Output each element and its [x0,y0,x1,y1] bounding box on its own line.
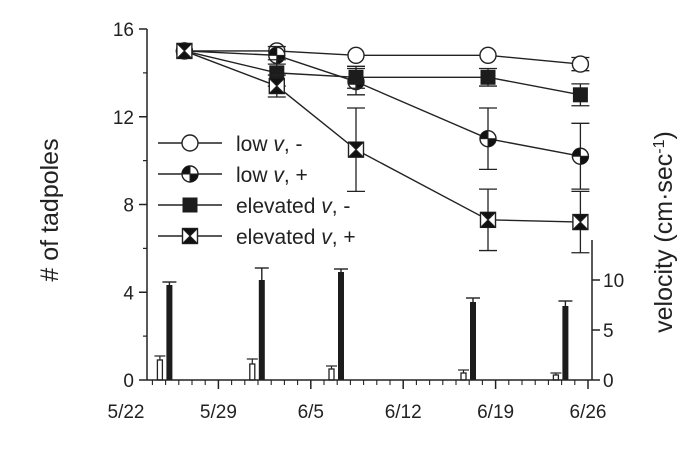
y-tick-label: 16 [113,20,134,41]
y2-tick-label: 0 [603,371,614,392]
y2-axis-title: velocity (cm·sec-1) [650,131,678,333]
y2-tick-label: 5 [603,321,614,342]
series-layer [175,42,590,254]
x-tick-label: 5/22 [108,402,145,423]
y-tick-label: 12 [113,108,134,129]
data-point [572,87,588,103]
data-point [347,46,365,65]
bars-layer [154,267,573,381]
x-tick-label: 6/5 [298,402,324,423]
legend-entry: elevated v, - [158,195,350,218]
legend-marker [181,227,199,245]
y-tick-label: 8 [123,196,134,217]
velocity-bar-low [156,359,164,381]
y-tick-label: 0 [123,371,134,392]
velocity-bar-elevated [338,272,344,380]
legend-label: low v, + [236,164,308,187]
velocity-bar-low [249,363,256,381]
data-point [571,55,590,73]
data-point [479,129,497,148]
velocity-bar-elevated [258,280,265,380]
velocity-bar-elevated [562,306,569,380]
data-point [348,69,364,85]
legend-label: low v, - [236,133,303,156]
legend-label: elevated v, + [236,226,356,249]
data-point [479,46,497,65]
y-tick-label: 4 [123,283,134,304]
velocity-bar-low [328,368,335,381]
x-tick-label: 5/29 [200,402,237,423]
x-tick-label: 6/12 [385,402,422,423]
data-point [176,42,193,60]
legend-marker [181,134,199,152]
y-axis-title: # of tadpoles [36,138,64,281]
data-point [480,69,496,85]
data-point [479,211,497,229]
y2-tick-label: 10 [603,271,624,292]
legend-marker [181,165,199,183]
legend-entry: low v, - [158,133,303,156]
series-line [184,50,581,65]
legend-marker [182,197,198,213]
legend-entry: low v, + [158,164,308,187]
legend-label: elevated v, - [236,195,350,218]
data-point [347,141,365,158]
velocity-bar-elevated [470,302,476,380]
data-point [571,147,590,165]
data-point [269,65,285,81]
velocity-bar-elevated [166,285,173,380]
velocity-bar-low [460,372,467,381]
x-tick-label: 6/26 [570,402,607,423]
data-point [572,213,589,231]
data-point [268,77,285,95]
legend: low v, - low v, + elevated v, - elevated v,… [158,133,356,249]
legend-entry: elevated v, + [158,226,356,249]
axes-layer: 0 4 8 12 16 0 5 10 5/22 5/29 6/5 6/12 6/19 6/26 [108,20,625,423]
x-tick-label: 6/19 [477,402,514,423]
